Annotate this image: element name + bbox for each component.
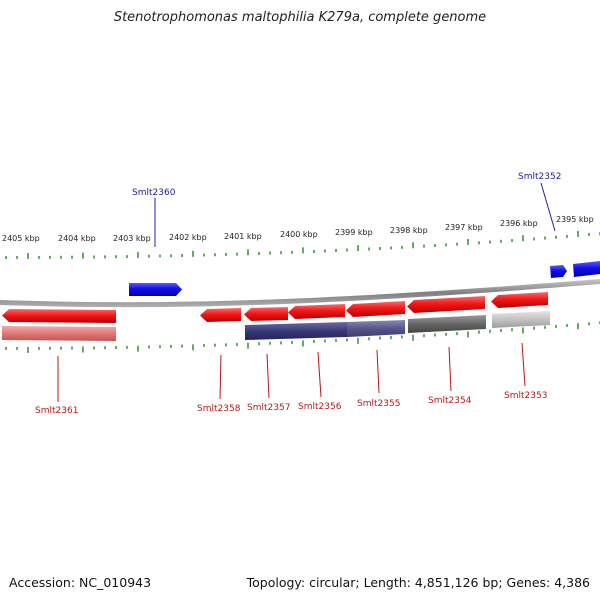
leader-smlt2357	[266, 353, 270, 399]
gene-forward-edge[interactable]	[573, 261, 600, 277]
leader-smlt2355	[376, 349, 380, 394]
ruler-label-2405: 2405 kbp	[2, 234, 40, 243]
ruler-label-2401: 2401 kbp	[224, 232, 262, 241]
gene-label-smlt2354[interactable]: Smlt2354	[428, 396, 472, 406]
gene-label-smlt2356[interactable]: Smlt2356	[298, 402, 342, 412]
gene-label-smlt2358[interactable]: Smlt2358	[197, 404, 241, 414]
leader-smlt2353	[521, 342, 526, 387]
leader-smlt2356	[317, 351, 322, 398]
ruler-label-2400: 2400 kbp	[280, 230, 318, 239]
cds-track-smlt2354[interactable]	[408, 315, 486, 333]
ruler-label-2397: 2397 kbp	[445, 223, 483, 232]
leader-smlt2354	[448, 346, 452, 392]
gene-smlt2357[interactable]	[244, 307, 288, 321]
ruler-labels: 2405 kbp 2404 kbp 2403 kbp 2402 kbp 2401…	[2, 215, 594, 243]
leader-smlt2358	[219, 354, 222, 400]
gene-smlt2353[interactable]	[491, 292, 548, 308]
ruler-label-2403: 2403 kbp	[113, 234, 151, 243]
gene-smlt2352[interactable]	[550, 265, 567, 278]
ruler-label-2404: 2404 kbp	[58, 234, 96, 243]
accession-text: Accession: NC_010943	[9, 575, 152, 590]
gene-smlt2355[interactable]	[346, 301, 405, 317]
gene-smlt2354[interactable]	[407, 296, 485, 313]
leader-smlt2352	[540, 182, 556, 232]
ruler-label-2398: 2398 kbp	[390, 226, 428, 235]
cds-track-smlt2361[interactable]	[2, 326, 116, 341]
gene-label-smlt2352[interactable]: Smlt2352	[518, 172, 561, 182]
gene-label-smlt2353[interactable]: Smlt2353	[504, 391, 547, 401]
ruler-label-2399: 2399 kbp	[335, 228, 373, 237]
gene-label-smlt2357[interactable]: Smlt2357	[247, 403, 290, 413]
outer-tick-ruler	[5, 230, 600, 259]
genome-backbone	[0, 279, 600, 308]
gene-smlt2361[interactable]	[2, 309, 116, 323]
gene-label-smlt2361[interactable]: Smlt2361	[35, 406, 78, 416]
gene-smlt2360[interactable]	[129, 283, 182, 296]
gene-label-smlt2355[interactable]: Smlt2355	[357, 399, 400, 409]
ruler-label-2395: 2395 kbp	[556, 215, 594, 224]
ruler-label-2396: 2396 kbp	[500, 219, 538, 228]
cds-track-smlt2357-2356[interactable]	[245, 322, 347, 340]
cds-track-smlt2353[interactable]	[492, 311, 550, 328]
genome-summary-text: Topology: circular; Length: 4,851,126 bp…	[246, 575, 590, 590]
inner-tick-ruler	[5, 321, 600, 353]
gene-smlt2356[interactable]	[288, 304, 345, 319]
map-title: Stenotrophomonas maltophilia K279a, comp…	[113, 10, 487, 25]
gene-smlt2358[interactable]	[200, 308, 241, 322]
ruler-label-2402: 2402 kbp	[169, 233, 207, 242]
cds-track-smlt2355[interactable]	[347, 320, 405, 337]
gene-label-smlt2360[interactable]: Smlt2360	[132, 188, 176, 198]
